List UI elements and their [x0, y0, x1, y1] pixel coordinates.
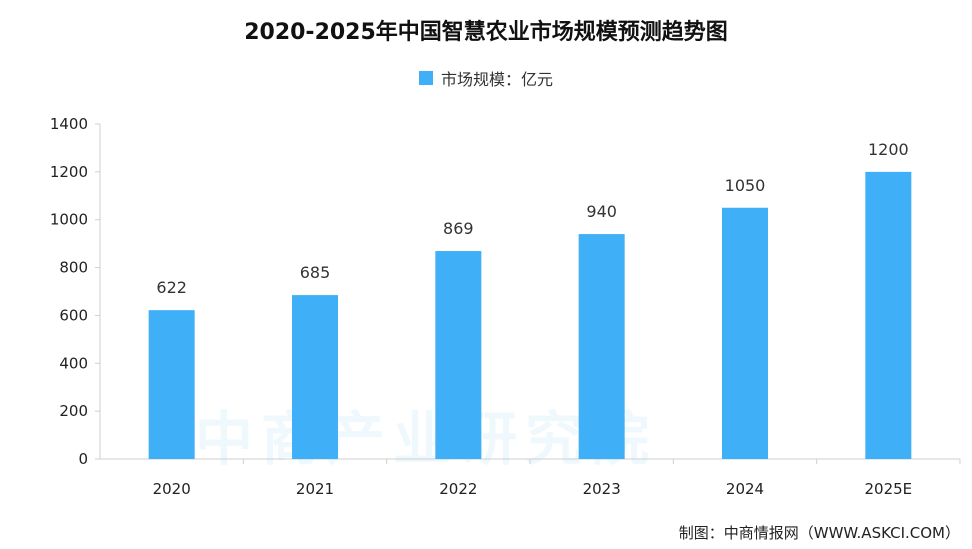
bar	[435, 251, 482, 459]
y-tick-label: 0	[78, 450, 88, 468]
data-label: 685	[300, 263, 331, 282]
legend-swatch	[418, 71, 433, 85]
y-tick-label: 1400	[50, 115, 88, 133]
bar	[148, 310, 195, 459]
source-credit: 制图：中商情报网（WWW.ASKCI.COM）	[678, 524, 960, 542]
chart-title: 2020-2025年中国智慧农业市场规模预测趋势图	[244, 20, 728, 45]
data-label: 1200	[868, 140, 909, 159]
x-tick-label: 2020	[153, 480, 191, 498]
data-label: 869	[443, 219, 474, 238]
y-tick-label: 800	[59, 259, 88, 277]
y-tick-label: 400	[59, 354, 88, 372]
x-tick-label: 2022	[439, 480, 477, 498]
bar	[292, 295, 338, 459]
x-tick-label: 2024	[726, 480, 764, 498]
bar	[865, 171, 912, 459]
data-label: 940	[586, 202, 617, 221]
bar	[578, 234, 625, 459]
chart-legend: 市场规模：亿元	[0, 66, 972, 90]
y-tick-label: 600	[59, 306, 88, 324]
watermark: 中商产业研究院	[195, 405, 658, 473]
x-tick-label: 2025E	[865, 480, 913, 498]
data-label: 1050	[725, 176, 766, 195]
y-tick-label: 1200	[50, 163, 88, 181]
x-tick-label: 2021	[296, 480, 334, 498]
y-tick-label: 200	[59, 402, 88, 420]
x-tick-label: 2023	[583, 480, 621, 498]
bar	[722, 207, 768, 459]
y-tick-label: 1000	[50, 211, 88, 229]
legend-label: 市场规模：亿元	[440, 70, 553, 89]
data-label: 622	[156, 278, 187, 297]
